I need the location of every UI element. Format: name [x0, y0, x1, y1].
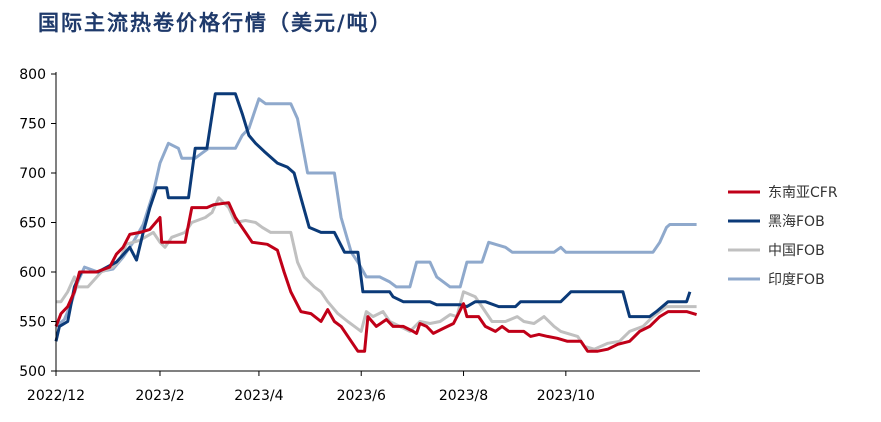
x-tick-label: 2022/12	[27, 388, 85, 404]
legend-item-0: 东南亚CFR	[728, 185, 838, 201]
x-tick-label: 2023/2	[135, 388, 184, 404]
axes: 500 550 600 650 700 750 800 2022/12 2023/2 2023/4…	[19, 67, 700, 404]
series-line-0	[54, 201, 698, 353]
chart-title: 国际主流热卷价格行情（美元/吨）	[38, 10, 393, 35]
series-line-2	[56, 196, 697, 351]
y-tick-label: 700	[19, 166, 46, 182]
x-tick-label: 2023/6	[337, 388, 386, 404]
x-tick-label: 2023/10	[537, 388, 595, 404]
x-tick-label: 2023/4	[234, 388, 283, 404]
y-tick-label: 750	[19, 117, 46, 133]
series-line-1	[54, 92, 692, 342]
plot-area	[54, 92, 698, 353]
legend-label: 黑海FOB	[768, 214, 825, 230]
legend: 东南亚CFR 黑海FOB 中国FOB 印度FOB	[728, 185, 838, 288]
x-tick-label: 2023/8	[439, 388, 488, 404]
y-tick-label: 550	[19, 315, 46, 331]
y-tick-label: 600	[19, 265, 46, 281]
y-tick-label: 650	[19, 216, 46, 232]
legend-item-1: 黑海FOB	[728, 214, 825, 230]
y-tick-label: 800	[19, 67, 46, 83]
y-tick-label: 500	[19, 364, 46, 380]
legend-label: 东南亚CFR	[768, 185, 838, 201]
series-line-3	[55, 97, 697, 328]
legend-item-2: 中国FOB	[728, 243, 825, 259]
legend-label: 印度FOB	[768, 272, 825, 288]
legend-label: 中国FOB	[768, 243, 825, 259]
legend-item-3: 印度FOB	[728, 272, 825, 288]
